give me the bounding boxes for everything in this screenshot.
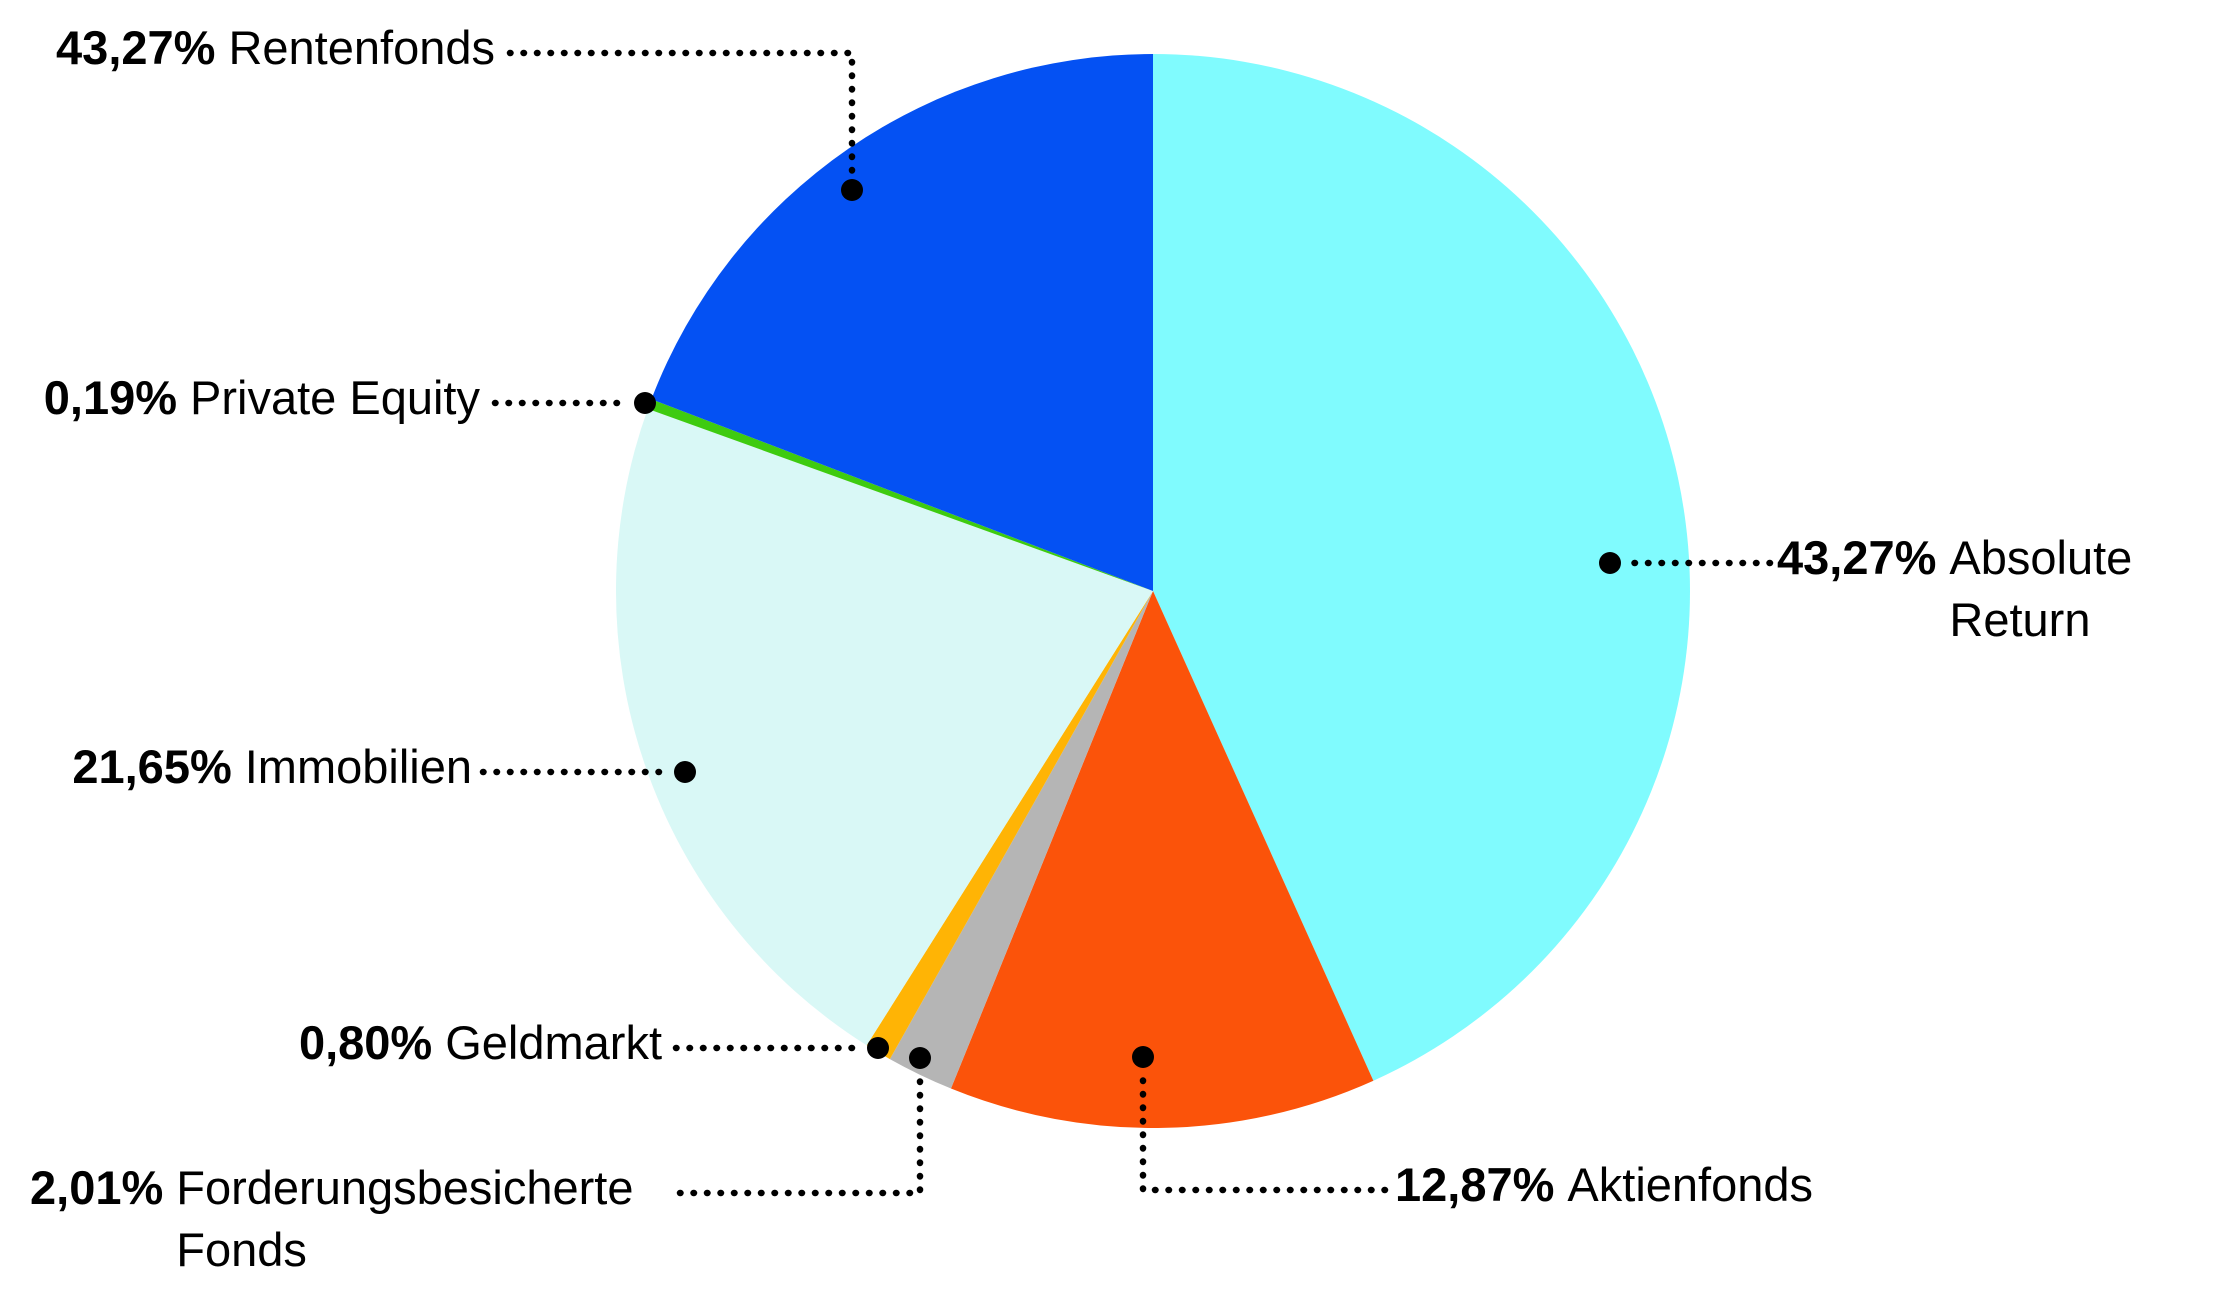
pie-slice-private-equity [647, 399, 1153, 591]
label-forderungsbesicherte-fonds: 2,01% Forderungsbesicherte Fonds [30, 1157, 658, 1281]
label-absolute-return: 43,27% Absolute Return [1777, 527, 2155, 651]
label-aktienfonds: 12,87% Aktienfonds [1395, 1154, 1813, 1216]
label-private-equity: 0,19% Private Equity [44, 367, 480, 429]
pie-slice-aktienfonds [950, 591, 1374, 1129]
anchor-dot-absolute-return [1599, 552, 1621, 574]
category-name: Absolute Return [1949, 531, 2133, 646]
pie-slice-forderungsbesicherte-fonds [889, 591, 1153, 1089]
percent-value: 0,19% [43, 371, 178, 424]
pie-slice-immobilien [615, 408, 1153, 1046]
label-immobilien: 21,65% Immobilien [72, 736, 472, 798]
leader-line-forderungsbesicherte-fonds [676, 1073, 924, 1197]
percent-value: 12,87% [1395, 1158, 1555, 1211]
label-geldmarkt: 0,80% Geldmarkt [299, 1012, 662, 1074]
category-name: Geldmarkt [445, 1016, 662, 1069]
percent-value: 0,80% [298, 1016, 433, 1069]
percent-value: 21,65% [72, 740, 232, 793]
category-name: Immobilien [244, 740, 472, 793]
leader-line-aktienfonds [1139, 1072, 1389, 1194]
anchor-dot-forderungsbesicherte-fonds [909, 1047, 931, 1069]
percent-value: 43,27% [1777, 531, 1937, 584]
category-name: Aktienfonds [1567, 1158, 1814, 1211]
anchor-dot-rentenfonds [841, 179, 863, 201]
pie-slice-geldmarkt [866, 591, 1153, 1060]
percent-value: 43,27% [56, 21, 216, 74]
pie-slice-absolute-return [1153, 54, 1690, 1081]
anchor-dot-immobilien [674, 761, 696, 783]
anchor-dot-geldmarkt [867, 1037, 889, 1059]
category-name: Rentenfonds [228, 21, 495, 74]
category-name: Forderungsbesicherte Fonds [176, 1161, 634, 1276]
label-rentenfonds: 43,27% Rentenfonds [56, 17, 495, 79]
leader-line-rentenfonds [506, 49, 856, 175]
anchor-dot-private-equity [634, 392, 656, 414]
pie-slice-rentenfonds [651, 54, 1153, 591]
category-name: Private Equity [190, 371, 480, 424]
anchor-dot-aktienfonds [1132, 1046, 1154, 1068]
percent-value: 2,01% [30, 1161, 164, 1214]
